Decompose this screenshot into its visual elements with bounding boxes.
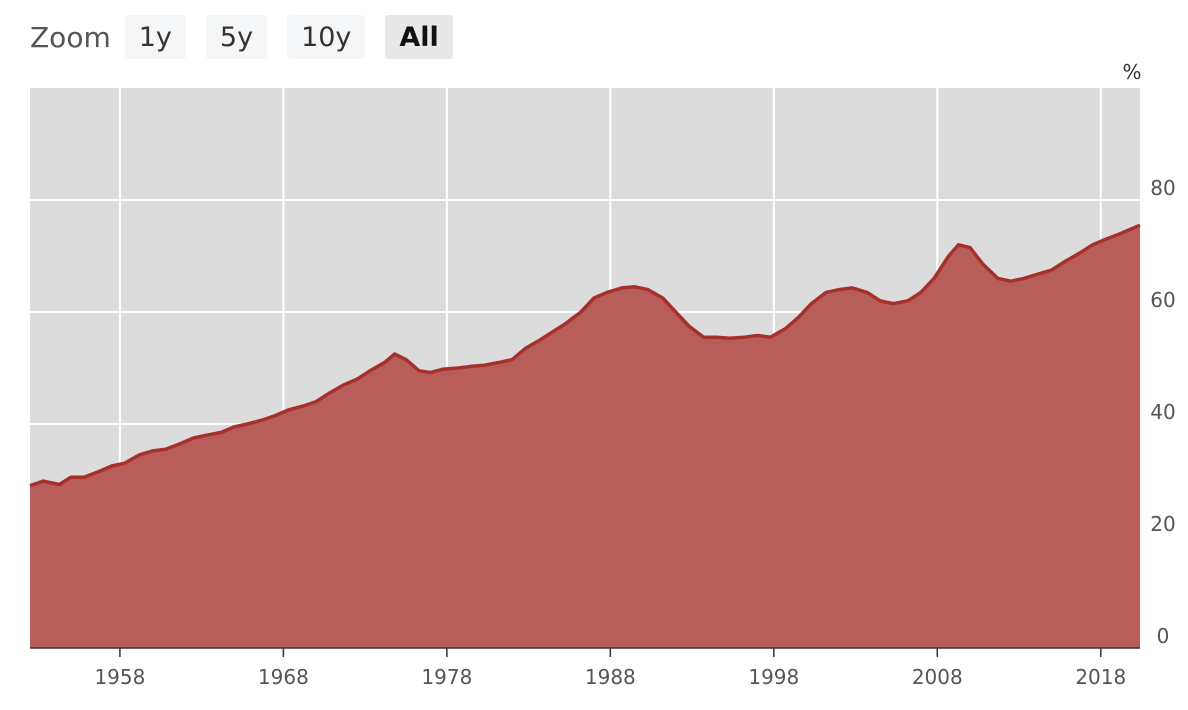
y-axis-ticks: 0 20 40 60 80 <box>1150 176 1175 648</box>
y-tick-label: 20 <box>1150 512 1175 536</box>
y-tick-label: 40 <box>1150 400 1175 424</box>
zoom-toolbar: Zoom 1y 5y 10y All <box>30 14 473 60</box>
x-tick-label: 1998 <box>748 665 799 689</box>
y-tick-label: 0 <box>1157 624 1170 648</box>
x-tick-label: 1988 <box>585 665 636 689</box>
x-tick-label: 1968 <box>258 665 309 689</box>
zoom-label: Zoom <box>30 20 111 54</box>
series-line <box>29 223 1141 488</box>
y-tick-label: 60 <box>1150 288 1175 312</box>
x-tick-label: 1978 <box>421 665 472 689</box>
zoom-5y-button[interactable]: 5y <box>205 15 268 59</box>
series-area <box>30 225 1140 648</box>
x-tick-label: 2018 <box>1075 665 1126 689</box>
x-axis-ticks: 1958 1968 1978 1988 1998 2008 2018 <box>94 648 1126 689</box>
zoom-10y-button[interactable]: 10y <box>287 15 366 59</box>
x-tick-label: 1958 <box>94 665 145 689</box>
zoom-1y-button[interactable]: 1y <box>124 15 186 59</box>
y-axis-unit-label: % <box>1122 60 1141 84</box>
y-tick-label: 80 <box>1150 176 1175 200</box>
zoom-all-button[interactable]: All <box>385 15 453 59</box>
x-tick-label: 2008 <box>912 665 963 689</box>
